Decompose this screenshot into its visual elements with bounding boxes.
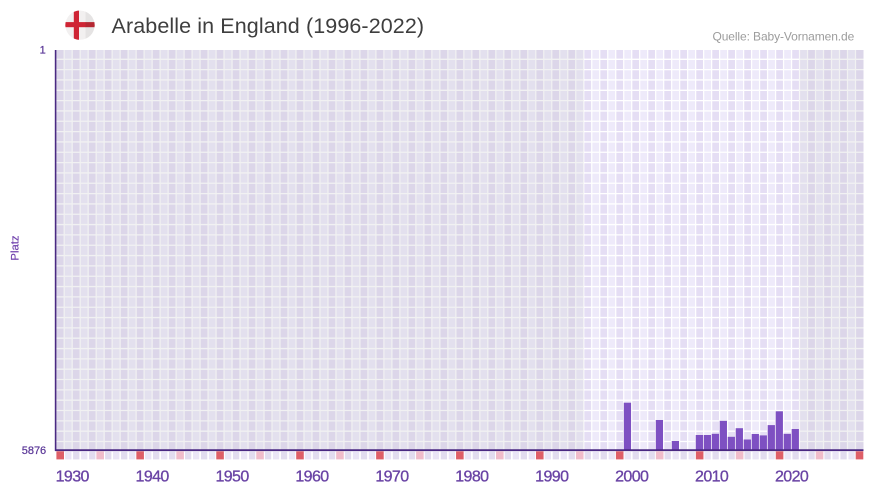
svg-text:1940: 1940 <box>136 468 170 485</box>
svg-text:2000: 2000 <box>615 468 649 485</box>
svg-text:5876: 5876 <box>22 445 46 457</box>
svg-text:2020: 2020 <box>775 468 809 485</box>
svg-text:1: 1 <box>40 45 46 57</box>
svg-text:1980: 1980 <box>455 468 489 485</box>
svg-text:Quelle: Baby-Vornamen.de: Quelle: Baby-Vornamen.de <box>712 30 854 44</box>
svg-text:1990: 1990 <box>535 468 569 485</box>
svg-text:2010: 2010 <box>695 468 729 485</box>
svg-text:1960: 1960 <box>295 468 329 485</box>
svg-text:1950: 1950 <box>215 468 249 485</box>
svg-text:Platz: Platz <box>10 235 22 260</box>
svg-text:1930: 1930 <box>56 468 90 485</box>
svg-text:1970: 1970 <box>375 468 409 485</box>
svg-text:Arabelle in England (1996-2022: Arabelle in England (1996-2022) <box>112 14 425 38</box>
